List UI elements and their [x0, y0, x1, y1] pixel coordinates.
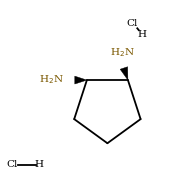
Text: Cl: Cl: [126, 19, 137, 28]
Polygon shape: [75, 76, 87, 84]
Text: H$_2$N: H$_2$N: [110, 47, 135, 59]
Text: H: H: [35, 160, 44, 169]
Text: Cl: Cl: [6, 160, 17, 169]
Text: H$_2$N: H$_2$N: [39, 74, 64, 86]
Text: H: H: [138, 30, 147, 39]
Polygon shape: [120, 67, 128, 80]
